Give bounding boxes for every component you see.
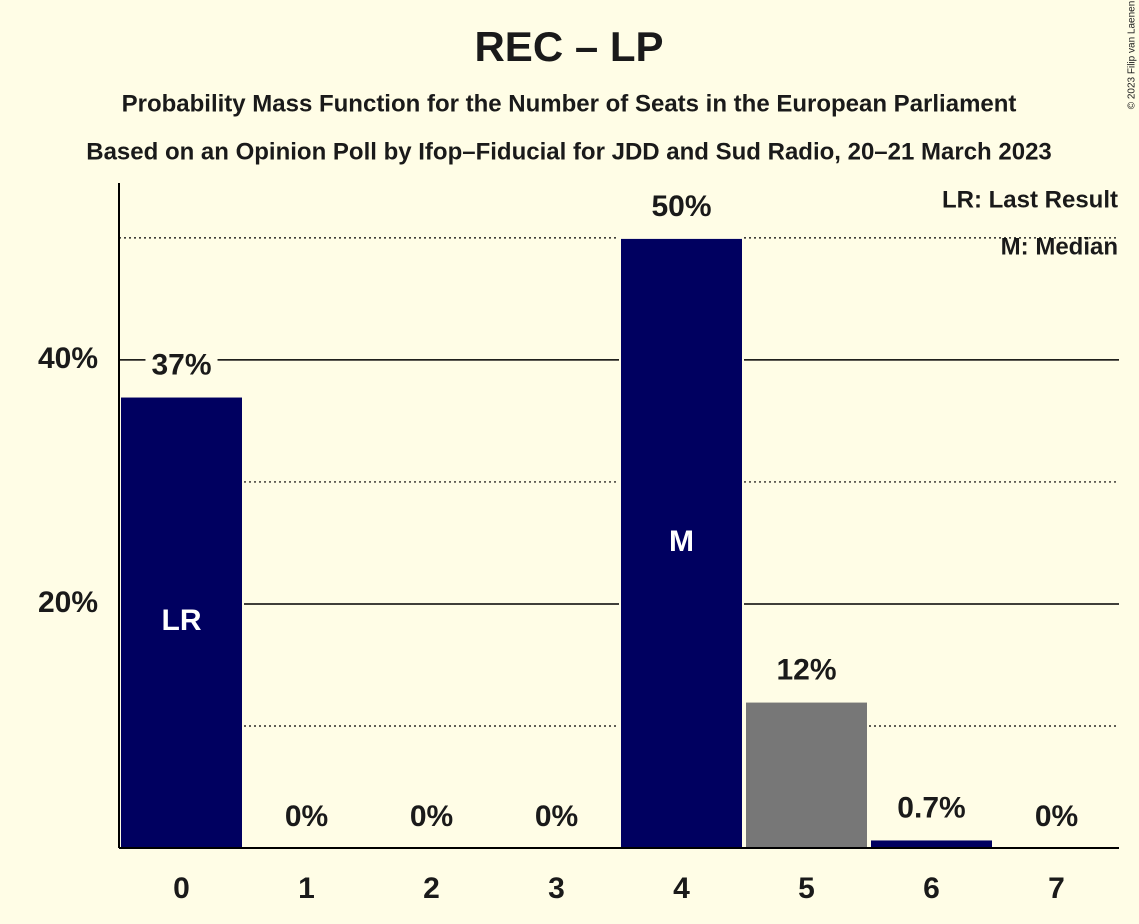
label-background [145, 344, 218, 386]
value-label: 0% [535, 800, 578, 833]
label-background [645, 185, 718, 227]
x-tick-label: 4 [673, 872, 690, 905]
value-label: 0% [410, 800, 453, 833]
value-label: 50% [651, 190, 711, 223]
bar [869, 838, 994, 850]
bar [119, 395, 244, 849]
label-background [528, 795, 585, 837]
value-label: 0% [1035, 800, 1078, 833]
y-tick-label: 20% [38, 586, 98, 619]
label-background [403, 795, 460, 837]
value-label: 0% [285, 800, 328, 833]
value-label: 0.7% [897, 791, 965, 824]
label-background [1028, 795, 1085, 837]
bar-annotation: LR [162, 604, 202, 637]
x-tick-label: 5 [798, 872, 815, 905]
x-tick-label: 2 [423, 872, 440, 905]
x-tick-label: 7 [1048, 872, 1065, 905]
x-tick-label: 1 [298, 872, 315, 905]
value-label: 12% [776, 653, 836, 686]
chart-title: REC – LP [474, 23, 663, 70]
x-tick-label: 0 [173, 872, 190, 905]
label-background [278, 795, 335, 837]
legend-entry: LR: Last Result [942, 186, 1118, 213]
x-tick-label: 6 [923, 872, 940, 905]
value-label: 37% [151, 348, 211, 381]
x-tick-label: 3 [548, 872, 565, 905]
label-background [891, 787, 972, 829]
bar [744, 700, 869, 850]
chart-subtitle: Based on an Opinion Poll by Ifop–Fiducia… [86, 138, 1052, 165]
y-tick-label: 40% [38, 342, 98, 375]
chart-subtitle: Probability Mass Function for the Number… [122, 90, 1017, 117]
credit: © 2023 Filip van Laenen [1127, 1, 1138, 110]
bar-annotation: M [669, 525, 694, 558]
label-background [770, 649, 843, 691]
